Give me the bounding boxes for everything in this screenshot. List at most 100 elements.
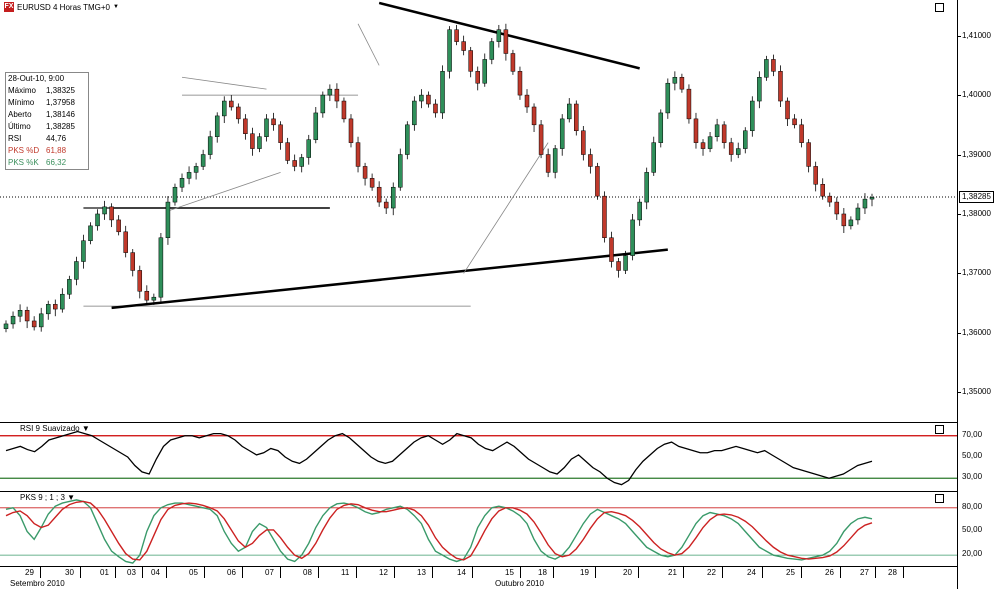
x-tick-label: 24	[747, 568, 756, 577]
x-tick-mark	[683, 567, 684, 578]
fx-logo: FX	[4, 2, 14, 12]
x-tick-label: 01	[100, 568, 109, 577]
candle-body	[714, 124, 720, 137]
candle-body	[243, 118, 248, 134]
x-tick-mark	[115, 567, 116, 578]
trendline	[167, 171, 281, 212]
candle-body	[785, 100, 790, 120]
candle-body	[672, 77, 678, 84]
candle-body	[123, 231, 128, 253]
info-value: 1,38325	[46, 86, 75, 95]
x-tick-label: 22	[707, 568, 716, 577]
candle-body	[17, 310, 23, 317]
x-tick-label: 27	[860, 568, 869, 577]
chart-header[interactable]: FX EURUSD 4 Horas TMG+0 ▼	[4, 2, 119, 12]
x-tick-mark	[142, 567, 143, 578]
info-key: PKS %K	[8, 158, 39, 167]
candle-body	[482, 59, 488, 84]
candle-body	[222, 100, 227, 117]
rsi-chart	[0, 430, 957, 486]
candle-body	[771, 59, 776, 72]
candle-body	[10, 315, 16, 325]
y-tick-label: 1,38000	[962, 208, 991, 218]
x-tick-mark	[762, 567, 763, 578]
x-tick-label: 05	[189, 568, 198, 577]
rsi-maximize-button[interactable]	[935, 425, 944, 434]
candle-body	[489, 41, 495, 60]
candle-body	[658, 112, 664, 143]
x-tick-mark	[520, 567, 521, 578]
info-row: PKS %D 61,88	[6, 145, 88, 157]
candle-body	[355, 142, 361, 167]
candle-body	[644, 172, 649, 203]
candle-body	[334, 88, 340, 102]
y-tick-mark	[958, 35, 961, 37]
candle-body	[750, 100, 755, 132]
x-tick-mark	[638, 567, 639, 578]
candle-body	[461, 41, 466, 51]
stoch-level-label: 80,00	[962, 501, 983, 511]
x-tick-mark	[553, 567, 554, 578]
trendline	[111, 248, 668, 310]
candle-body	[665, 82, 671, 114]
candle-body	[475, 71, 480, 84]
info-panel: 28-Out-10, 9:00 Máximo 1,38325 Mínimo 1,3795…	[5, 72, 89, 170]
candle-body	[735, 148, 741, 155]
x-month-label: Setembro 2010	[10, 579, 65, 588]
candle-body	[721, 124, 727, 143]
candle-body	[130, 252, 135, 271]
stoch-maximize-button[interactable]	[935, 494, 944, 503]
candle-body	[144, 290, 150, 301]
candle-body	[257, 136, 262, 149]
candle-body	[214, 115, 220, 137]
x-tick-mark	[166, 567, 167, 578]
candle-body	[869, 197, 875, 200]
info-key: Aberto	[8, 110, 32, 119]
info-key: PKS %D	[8, 146, 40, 155]
info-row: RSI 44,76	[6, 133, 88, 145]
candle-body	[743, 130, 748, 149]
candle-body	[799, 124, 804, 143]
candle-body	[679, 77, 685, 90]
dropdown-icon[interactable]: ▼	[113, 4, 119, 10]
chart-title: EURUSD 4 Horas TMG+0	[17, 2, 110, 12]
candle-body	[412, 100, 417, 126]
stoch-title[interactable]: PKS 9 ; 1 ; 3 ▼	[20, 493, 76, 502]
candle-body	[341, 100, 347, 120]
candle-body	[348, 118, 354, 143]
candle-body	[426, 94, 431, 105]
info-row: 28-Out-10, 9:00	[6, 73, 88, 85]
time-axis: 29 30 01 03 04 05 06 07 08 11 12 13 14 15 18 19 20 21 22 24…	[0, 566, 957, 590]
x-tick-label: 08	[303, 568, 312, 577]
info-value: 44,76	[46, 134, 67, 143]
candle-body	[24, 310, 30, 322]
x-tick-mark	[394, 567, 395, 578]
y-tick-mark	[958, 332, 961, 334]
info-key: RSI	[8, 134, 22, 143]
candle-body	[67, 279, 72, 295]
x-tick-label: 06	[227, 568, 236, 577]
x-tick-mark	[80, 567, 81, 578]
x-tick-mark	[472, 567, 473, 578]
candle-body	[186, 172, 192, 179]
candle-body	[193, 166, 199, 173]
trendline	[357, 23, 380, 66]
candle-body	[686, 88, 692, 120]
y-tick-label: 1,36000	[962, 327, 991, 337]
info-key: Máximo	[8, 86, 37, 95]
y-tick-label: 1,37000	[962, 268, 991, 278]
x-tick-label: 12	[379, 568, 388, 577]
candle-body	[447, 29, 452, 72]
candle-body	[545, 154, 551, 173]
pane-maximize-button[interactable]	[935, 3, 944, 12]
candle-body	[383, 201, 389, 209]
candle-body	[616, 261, 621, 271]
candle-body	[109, 206, 114, 221]
candle-body	[306, 139, 311, 158]
x-tick-mark	[722, 567, 723, 578]
candle-body	[707, 136, 713, 149]
x-tick-label: 14	[457, 568, 466, 577]
candle-body	[806, 142, 811, 167]
candle-body	[158, 237, 164, 298]
rsi-title[interactable]: RSI 9 Suavizado ▼	[20, 424, 90, 433]
